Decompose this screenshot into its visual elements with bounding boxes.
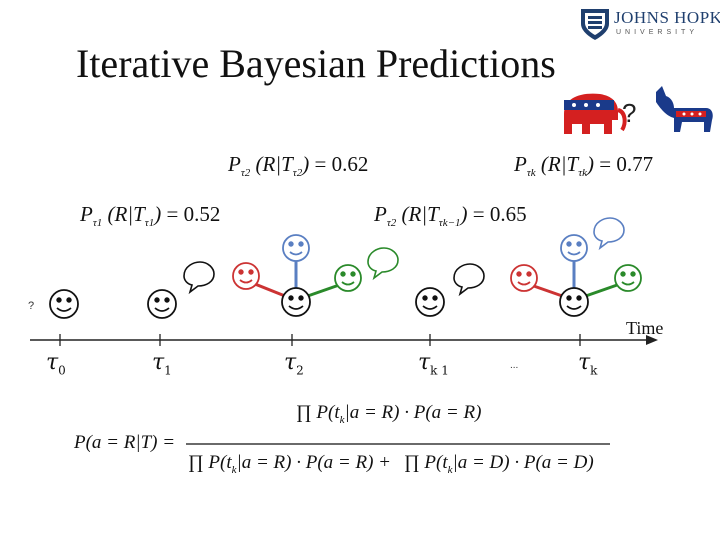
eq-middle-subscript: τk <box>578 167 588 180</box>
speech-bubble-icon <box>367 247 399 281</box>
eq-symbol: P <box>80 202 93 226</box>
eq-value: = 0.62 <box>314 152 369 176</box>
timeline-ticks <box>59 334 581 346</box>
elephant-icon <box>564 93 627 134</box>
speech-bubble-icon <box>453 263 485 297</box>
eq-middle-subscript: τ2 <box>292 167 303 180</box>
tick-label-tau1: τ1 <box>152 350 172 378</box>
tick-label-tau0: τ0 <box>46 350 66 378</box>
formula-lhs: P(a = R|T) = <box>74 432 176 453</box>
shield-icon <box>581 9 609 40</box>
smiley-icon <box>281 287 311 317</box>
equation-tauk: Pτk (R|Tτk) = 0.77 <box>514 152 653 179</box>
speech-bubbles <box>183 217 625 297</box>
smiley-icon-blue <box>560 234 588 262</box>
formula-numerator: ∏ P(tk|a = R) · P(a = R) <box>296 402 482 426</box>
timeline-ellipsis: ... <box>510 360 519 371</box>
time-axis-arrow <box>646 335 658 345</box>
smiley-icon-blue <box>282 234 310 262</box>
smiley-icon-red <box>232 262 260 290</box>
eq-close: ) <box>460 202 468 226</box>
equation-tau2-a: Pτ2 (R|Tτ2) = 0.62 <box>228 152 368 179</box>
eq-symbol: P <box>374 202 387 226</box>
tick-label-tauk: τk <box>578 350 598 378</box>
equation-tau2-b: Pτ2 (R|Tτk−1) = 0.65 <box>374 202 527 229</box>
eq-close: ) <box>587 152 595 176</box>
donkey-icon <box>656 86 713 132</box>
speech-bubble-icon <box>593 217 625 251</box>
equation-tau1: Pτ1 (R|Tτ1) = 0.52 <box>80 202 220 229</box>
eq-symbol: P <box>514 152 527 176</box>
eq-middle: (R|T <box>255 152 293 176</box>
logo-subtitle: UNIVERSITY <box>616 29 699 36</box>
smiley-icon-red <box>510 264 538 292</box>
eq-middle-subscript: τ1 <box>144 217 155 230</box>
eq-middle-subscript: τk−1 <box>438 217 461 230</box>
eq-middle: (R|T <box>107 202 145 226</box>
smiley-icon-green <box>614 264 642 292</box>
agents <box>49 234 642 319</box>
eq-value: = 0.52 <box>166 202 221 226</box>
logo-name: JOHNS HOPKINS <box>614 8 720 27</box>
tick-label-tau2: τ2 <box>284 350 304 378</box>
eq-value: = 0.65 <box>472 202 527 226</box>
eq-subscript: τ2 <box>386 217 397 230</box>
tick-label-tauk1: τk 1 <box>418 350 449 378</box>
formula-denominator-left: ∏ P(tk|a = R) · P(a = R) + <box>188 452 391 476</box>
eq-value: = 0.77 <box>599 152 654 176</box>
eq-close: ) <box>302 152 310 176</box>
smiley-icon <box>49 289 79 319</box>
time-axis-label: Time <box>626 318 664 338</box>
university-logo: JOHNS HOPKINS UNIVERSITY <box>578 6 720 44</box>
smiley-icon-green <box>334 264 362 292</box>
eq-subscript: τ1 <box>92 217 103 230</box>
eq-close: ) <box>154 202 162 226</box>
smiley-icon <box>415 287 445 317</box>
slide-title: Iterative Bayesian Predictions <box>76 41 556 86</box>
eq-middle: (R|T <box>540 152 579 176</box>
start-question-mark: ? <box>28 300 35 312</box>
formula-denominator-right: ∏ P(tk|a = D) · P(a = D) <box>404 452 594 476</box>
party-question-mark: ? <box>622 98 637 128</box>
eq-middle: (R|T <box>401 202 439 226</box>
smiley-icon <box>559 287 589 317</box>
speech-bubble-icon <box>183 261 215 295</box>
smiley-icon <box>147 289 177 319</box>
eq-symbol: P <box>228 152 241 176</box>
eq-subscript: τk <box>526 167 536 180</box>
eq-subscript: τ2 <box>240 167 251 180</box>
